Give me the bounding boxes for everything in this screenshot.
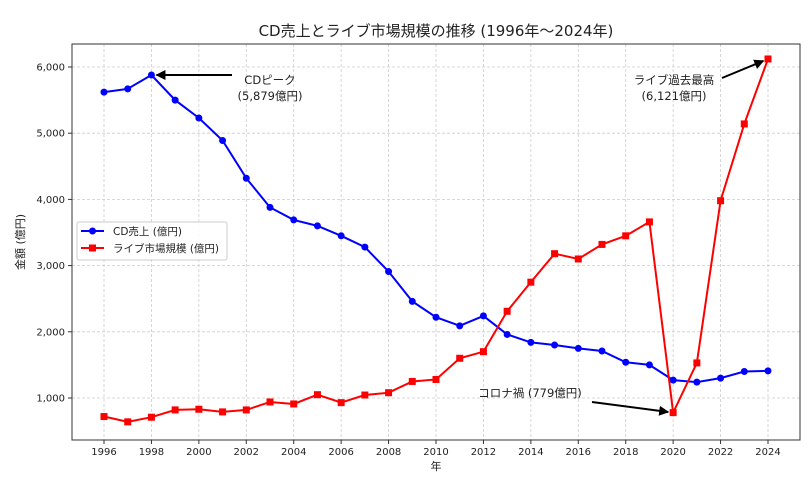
data-point-live <box>195 406 202 413</box>
data-point-cd <box>456 322 463 329</box>
annotation-text: ライブ過去最高 <box>634 73 715 87</box>
data-point-cd <box>693 379 700 386</box>
x-tick-label: 2024 <box>755 447 780 458</box>
data-point-live <box>575 255 582 262</box>
data-point-cd <box>101 89 108 96</box>
data-point-cd <box>504 331 511 338</box>
data-point-live <box>527 279 534 286</box>
data-point-cd <box>433 314 440 321</box>
x-tick-label: 2012 <box>471 447 496 458</box>
data-point-cd <box>172 97 179 104</box>
data-point-cd <box>385 268 392 275</box>
y-tick-label: 5,000 <box>36 129 65 140</box>
y-tick-label: 4,000 <box>36 195 65 206</box>
annotation-text: (5,879億円) <box>238 89 303 103</box>
data-point-cd <box>314 222 321 229</box>
chart-title: CD売上とライブ市場規模の推移 (1996年〜2024年) <box>259 22 614 40</box>
legend-label-live: ライブ市場規模 (億円) <box>113 242 219 255</box>
x-tick-label: 2020 <box>660 447 685 458</box>
data-point-cd <box>480 312 487 319</box>
x-tick-label: 2000 <box>186 447 211 458</box>
data-point-live <box>338 399 345 406</box>
x-tick-label: 1998 <box>139 447 164 458</box>
y-tick-label: 2,000 <box>36 327 65 338</box>
x-tick-label: 2022 <box>708 447 733 458</box>
data-point-live <box>433 376 440 383</box>
y-tick-label: 3,000 <box>36 261 65 272</box>
data-point-cd <box>219 137 226 144</box>
x-tick-label: 2008 <box>376 447 401 458</box>
data-point-cd <box>599 347 606 354</box>
data-point-live <box>267 398 274 405</box>
data-point-live <box>741 120 748 127</box>
legend-label-cd: CD売上 (億円) <box>113 225 182 238</box>
x-tick-label: 2010 <box>423 447 448 458</box>
x-tick-label: 1996 <box>91 447 116 458</box>
data-point-live <box>765 55 772 62</box>
x-tick-label: 2006 <box>328 447 353 458</box>
x-tick-label: 2014 <box>518 447 543 458</box>
data-point-cd <box>646 361 653 368</box>
annotation-text: (6,121億円) <box>642 89 707 103</box>
data-point-live <box>385 389 392 396</box>
data-point-cd <box>670 377 677 384</box>
x-tick-label: 2016 <box>566 447 591 458</box>
data-point-cd <box>575 345 582 352</box>
data-point-live <box>409 378 416 385</box>
data-point-live <box>101 413 108 420</box>
data-point-cd <box>195 114 202 121</box>
annotation-arrow <box>592 402 668 412</box>
data-point-cd <box>290 216 297 223</box>
data-point-live <box>599 241 606 248</box>
data-point-live <box>622 232 629 239</box>
y-axis-label: 金額 (億円) <box>13 214 27 270</box>
data-point-cd <box>765 367 772 374</box>
legend: CD売上 (億円) ライブ市場規模 (億円) <box>77 222 227 260</box>
data-point-live <box>124 418 131 425</box>
annotation-text: CDピーク <box>244 73 295 87</box>
data-point-live <box>314 391 321 398</box>
x-tick-label: 2004 <box>281 447 306 458</box>
data-point-cd <box>267 204 274 211</box>
data-point-cd <box>551 342 558 349</box>
data-point-cd <box>361 244 368 251</box>
data-point-live <box>243 406 250 413</box>
data-point-cd <box>622 359 629 366</box>
annotation-text: コロナ禍 (779億円) <box>478 386 582 400</box>
data-point-live <box>504 308 511 315</box>
data-point-live <box>148 414 155 421</box>
legend-marker-live <box>89 245 96 252</box>
data-point-live <box>717 197 724 204</box>
data-point-cd <box>124 85 131 92</box>
data-point-live <box>361 392 368 399</box>
data-point-live <box>456 355 463 362</box>
data-point-live <box>219 408 226 415</box>
x-tick-label: 2018 <box>613 447 638 458</box>
data-point-cd <box>338 232 345 239</box>
y-tick-label: 6,000 <box>36 63 65 74</box>
data-point-cd <box>409 298 416 305</box>
y-tick-label: 1,000 <box>36 394 65 405</box>
data-point-live <box>646 218 653 225</box>
data-point-cd <box>717 375 724 382</box>
data-point-live <box>172 406 179 413</box>
data-point-cd <box>148 72 155 79</box>
data-point-live <box>693 359 700 366</box>
data-point-cd <box>527 339 534 346</box>
x-tick-label: 2002 <box>234 447 259 458</box>
x-axis-label: 年 <box>431 459 442 473</box>
data-point-live <box>670 409 677 416</box>
data-point-live <box>290 400 297 407</box>
data-point-live <box>551 250 558 257</box>
data-point-cd <box>741 368 748 375</box>
data-point-cd <box>243 175 250 182</box>
legend-marker-cd <box>89 228 96 235</box>
data-point-live <box>480 348 487 355</box>
annotation-arrow <box>722 61 763 78</box>
